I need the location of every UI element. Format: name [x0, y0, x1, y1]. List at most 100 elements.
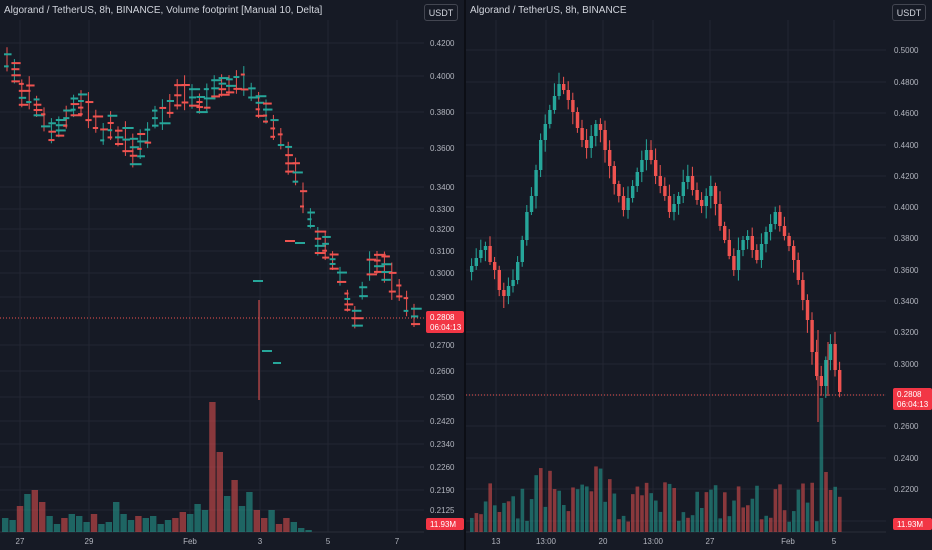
currency-button[interactable]: USDT: [424, 4, 458, 21]
footprint-level: [26, 101, 32, 104]
volume-bar: [216, 452, 223, 532]
volume-bar: [557, 490, 561, 532]
x-tick-label: 20: [599, 537, 608, 546]
volume-bar: [617, 519, 621, 532]
volume-bar: [142, 518, 149, 532]
volume-bar: [493, 505, 497, 532]
candle-body: [649, 150, 653, 160]
y-tick-label: 0.4600: [894, 109, 919, 118]
candle-body: [810, 320, 814, 352]
footprint-level: [285, 170, 295, 173]
candle-body: [801, 280, 805, 300]
volume-bar: [695, 491, 699, 532]
footprint-level: [137, 155, 145, 158]
y-tick-label: 0.4000: [430, 72, 455, 81]
countdown-label: 06:04:13: [430, 323, 462, 332]
y-tick-label: 0.4200: [894, 172, 919, 181]
footprint-level: [41, 113, 46, 116]
footprint-level: [166, 111, 174, 114]
footprint-level: [300, 190, 308, 193]
volume-bar: [686, 517, 690, 532]
footprint-level: [270, 135, 276, 138]
footprint-level: [277, 133, 283, 136]
chart-pane-left[interactable]: 0.4200 0.4000 0.3800 0.3600 0.3400 0.3300 0.32…: [0, 0, 464, 550]
footprint-level: [285, 162, 296, 165]
candle-body: [502, 290, 506, 296]
volume-bar: [603, 501, 607, 532]
volume-bar: [543, 506, 548, 532]
candle-body: [778, 212, 782, 226]
x-tick-label: 13:00: [643, 537, 664, 546]
symbol-legend[interactable]: Algorand / TetherUS, 8h, BINANCE, Volume…: [4, 5, 323, 16]
footprint-level: [322, 235, 331, 238]
symbol-legend[interactable]: Algorand / TetherUS, 8h, BINANCE: [470, 5, 627, 16]
candlestick-chart[interactable]: 0.5000 0.4800 0.4600 0.4400 0.4200 0.4000 0.38…: [466, 0, 932, 550]
footprint-level: [152, 117, 158, 120]
volume-bar: [520, 488, 525, 532]
footprint-level: [92, 115, 104, 118]
candle-body: [493, 262, 497, 270]
volume-bar: [16, 506, 24, 532]
footprint-level: [211, 79, 222, 82]
volume-bar: [246, 492, 253, 532]
x-tick-label: 3: [258, 537, 263, 546]
volume-bar: [61, 518, 68, 532]
candle-body: [644, 150, 649, 160]
footprint-level: [381, 263, 392, 266]
candle-body: [750, 236, 754, 250]
footprint-level: [263, 114, 268, 117]
volume-bar: [575, 489, 580, 532]
candle-body: [640, 160, 644, 172]
footprint-level: [307, 211, 315, 214]
y-tick-label: 0.3200: [894, 328, 919, 337]
candle-body: [824, 360, 828, 386]
footprint-level: [85, 119, 92, 122]
footprint-level: [78, 113, 83, 116]
volume-bar: [631, 494, 635, 532]
candle-body: [635, 172, 639, 186]
footprint-level: [411, 307, 422, 310]
volume-badge-label: 11.93M: [430, 520, 456, 529]
pane-divider[interactable]: [464, 0, 466, 550]
footprint-level: [381, 255, 390, 258]
x-tick-label: 13:00: [536, 537, 557, 546]
volume-bar: [824, 472, 828, 532]
volume-bar: [150, 516, 157, 532]
y-tick-label: 0.3800: [430, 108, 455, 117]
footprint-chart[interactable]: 0.4200 0.4000 0.3800 0.3600 0.3400 0.3300 0.32…: [0, 0, 464, 550]
footprint-level: [63, 124, 68, 127]
candle-body: [566, 90, 570, 100]
volume-bar: [90, 514, 98, 532]
volume-bar: [598, 468, 603, 532]
volume-bar: [819, 398, 824, 532]
y-tick-label: 0.2400: [894, 454, 919, 463]
volume-bar: [782, 510, 787, 532]
chart-pane-right[interactable]: 0.5000 0.4800 0.4600 0.4400 0.4200 0.4000 0.38…: [466, 0, 932, 550]
volume-bar: [796, 489, 801, 532]
volume-bar: [76, 516, 83, 532]
candle-body: [704, 196, 708, 206]
candle-body: [603, 130, 607, 150]
candle-body: [677, 196, 681, 204]
footprint-level: [181, 101, 189, 104]
candle-body: [828, 344, 833, 360]
footprint-level: [295, 242, 305, 244]
currency-button[interactable]: USDT: [892, 4, 926, 21]
volume-bar: [24, 494, 31, 532]
footprint-level: [100, 128, 109, 131]
volume-bar: [810, 482, 814, 532]
volume-bar: [483, 501, 488, 532]
volume-bar: [253, 510, 260, 532]
candle-body: [713, 186, 718, 204]
candle-body: [833, 344, 837, 370]
footprint-level: [11, 62, 21, 65]
volume-bar: [815, 521, 819, 532]
volume-bar: [474, 513, 479, 532]
volume-bar: [2, 518, 9, 532]
footprint-level: [11, 68, 20, 71]
footprint-level: [396, 284, 402, 287]
volume-bar: [529, 499, 534, 532]
candle-body: [529, 196, 534, 212]
candle-body: [580, 128, 584, 140]
footprint-level: [337, 280, 347, 283]
